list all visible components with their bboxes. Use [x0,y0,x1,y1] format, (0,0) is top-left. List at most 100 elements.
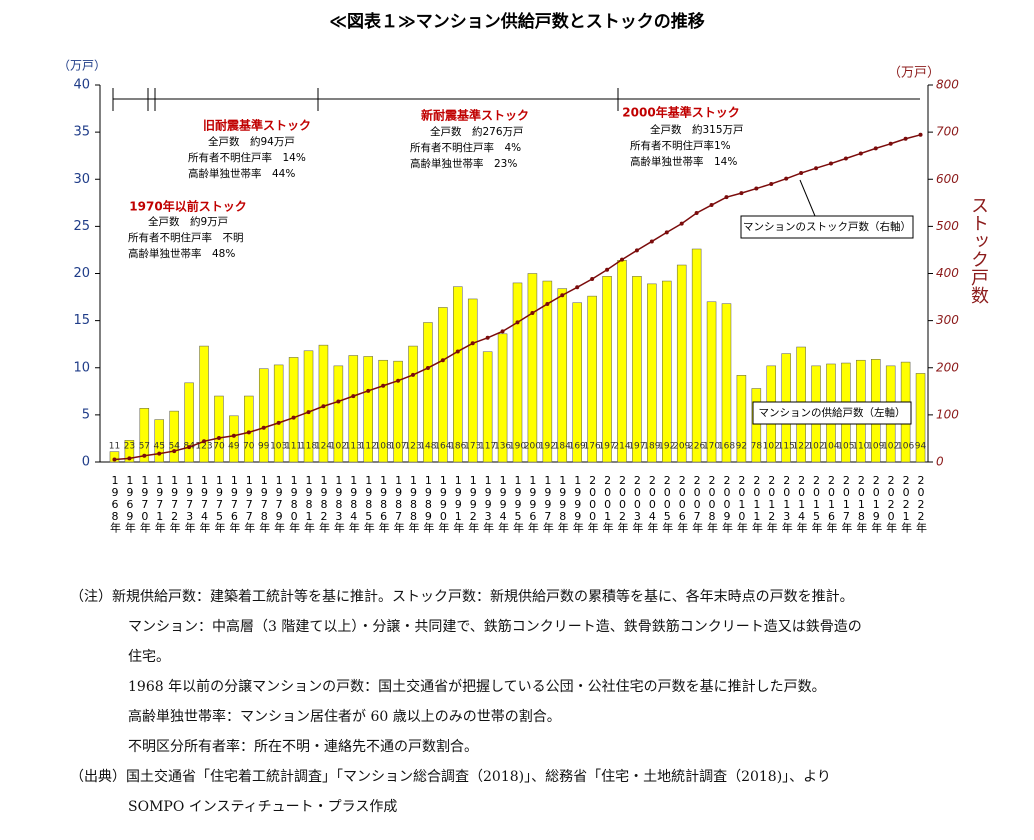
bar-value-label: 122 [793,442,810,452]
bar-value-label: 209 [673,442,690,452]
x-tick-label: 1977年 [243,474,256,533]
bar-value-label: 184 [554,442,571,452]
y2-tick-label: 300 [936,313,959,327]
notes: （注）新規供給戸数：建築着工統計等を基に推計。ストック戸数：新規供給戸数の累積等… [70,582,1020,822]
x-tick-label: 1975年 [213,474,226,533]
stock-point [754,186,759,191]
bar-value-label: 99 [258,442,270,452]
x-tick-label: 2002年 [616,474,629,533]
bar-value-label: 78 [751,442,763,452]
bar-value-label: 169 [569,442,586,452]
bar-value-label: 197 [598,442,615,452]
stock-point [560,293,565,298]
annotation-line: 高齢単独世帯率 48% [128,247,235,260]
y-tick-label: 15 [73,313,90,328]
x-tick-label: 1971年 [153,474,166,533]
bar-value-label: 113 [345,442,362,452]
annotation-title: 旧耐震基準ストック [203,118,311,133]
bar-value-label: 118 [300,442,317,452]
x-tick-label: 1991年 [452,474,465,533]
x-tick-label: 2007年 [691,474,704,533]
x-tick-label: 1969年 [123,474,136,533]
bar-value-label: 45 [154,442,165,452]
y2-axis-label: （万戸） [888,66,940,81]
x-tick-label: 2020年 [885,474,898,533]
note-line: （出典）国土交通省「住宅着工統計調査」「マンション総合調査（2018)」、総務省… [70,769,831,785]
bar-value-label: 189 [643,442,660,452]
x-tick-label: 1973年 [183,474,196,533]
bar-value-label: 103 [270,442,287,452]
bar-value-label: 70 [213,442,225,452]
bar [273,364,284,463]
annotation-line: 全戸数 約9万戸 [148,215,228,228]
stock-point [664,230,669,235]
note-line: 住宅。 [128,649,170,665]
x-tick-label: 2003年 [631,474,644,533]
annotation-line: 高齢単独世帯率 14% [630,155,737,168]
stock-point [619,257,624,262]
x-tick-label: 2012年 [765,474,778,533]
note-line: 不明区分所有者率：所在不明・連絡先不通の戸数割合。 [128,739,478,755]
bar-value-label: 11 [109,442,120,452]
bar-value-label: 109 [867,442,884,452]
x-tick-label: 2000年 [586,474,599,533]
y-axis-label: （万戸） [58,59,106,73]
x-tick-label: 1983年 [332,474,345,533]
stock-point [634,248,639,253]
x-tick-label: 2021年 [900,474,913,533]
bar-value-label: 117 [479,442,496,452]
y2-tick-label: 0 [936,455,944,469]
bar [333,365,344,463]
x-tick-label: 2010年 [735,474,748,533]
bar [244,395,254,463]
bar-value-label: 92 [736,442,747,452]
stock-point [172,449,177,454]
x-tick-label: 2004年 [646,474,659,533]
y2-tick-label: 400 [936,266,959,280]
bar [363,356,373,463]
chart-title: ≪図表１≫マンション供給戸数とストックの推移 [329,11,705,32]
legend-pointer [799,179,816,217]
annotation-line: 所有者不明住戸率 不明 [128,231,244,244]
stock-point [649,239,654,244]
stock-point [739,191,744,196]
chart: ≪図表１≫マンション供給戸数とストックの推移 （万戸） （万戸） ストック戸数 … [58,11,989,533]
x-tick-label: 2017年 [840,474,853,533]
x-tick-label: 1994年 [497,474,510,533]
bar-value-label: 106 [897,442,914,452]
bar [318,344,329,463]
bar [721,303,732,463]
x-tick-label: 1992年 [467,474,480,533]
bar-value-label: 102 [807,442,824,452]
stock-point [321,404,326,409]
stock-point [306,410,311,415]
stock-point [605,267,610,272]
y-tick-label: 10 [73,360,90,375]
x-tick-label: 1995年 [512,474,525,533]
bar-value-label: 57 [139,442,150,452]
stock-point [500,329,505,334]
stock-point [873,146,878,151]
bar [467,298,478,463]
bar-value-label: 115 [778,442,795,452]
stock-point [455,349,460,354]
note-line: 高齢単独世帯率：マンション居住者が 60 歳以上のみの世帯の割合。 [128,709,561,725]
bar [512,282,523,463]
x-tick-label: 2009年 [720,474,733,533]
bar-value-label: 214 [613,442,630,452]
bar [438,307,448,463]
y2-tick-label: 100 [936,407,959,421]
bar-value-label: 102 [882,442,899,452]
x-tick-label: 1981年 [303,474,316,533]
y2-tick-label: 600 [936,172,959,186]
bar [602,276,612,463]
x-tick-label: 1968年 [108,474,121,533]
bar [527,273,538,463]
stock-point [187,445,192,450]
stock-point [799,171,804,176]
bar [662,280,672,463]
annotation-title: 新耐震基準ストック [421,108,529,123]
x-tick-label: 1993年 [482,474,495,533]
stock-point [157,451,162,456]
